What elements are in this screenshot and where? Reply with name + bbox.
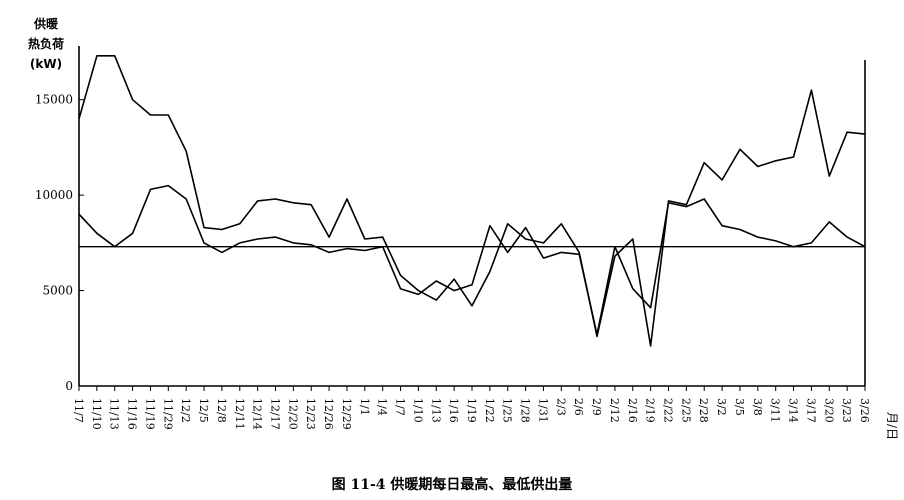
x-tick-label: 12/14: [251, 398, 264, 430]
x-tick-label: 3/20: [822, 398, 835, 423]
x-tick-label: 1/4: [376, 398, 389, 416]
x-tick-label: 2/3: [554, 398, 567, 416]
x-tick-label: 3/23: [840, 398, 853, 423]
y-ticks: 0 5000 10000 15000: [35, 93, 84, 393]
x-tick-label: 2/12: [608, 398, 621, 423]
x-tick-label: 1/10: [411, 398, 424, 423]
x-tick-label: 11/10: [90, 398, 103, 430]
x-tick-label: 3/17: [804, 398, 817, 423]
x-tick-label: 1/22: [483, 398, 496, 423]
x-tick-label: 1/25: [501, 398, 514, 423]
x-tick-label: 1/16: [447, 398, 460, 423]
x-ticks: 11/7 11/10 11/13 11/16 11/19 11/29 12/2 12/5 12/…: [72, 386, 871, 430]
x-tick-label: 1/19: [465, 398, 478, 423]
x-tick-label: 11/7: [72, 398, 85, 423]
x-tick-label: 3/2: [715, 398, 728, 416]
y-tick-label: 10000: [35, 188, 73, 202]
x-tick-label: 12/2: [179, 398, 192, 423]
x-tick-label: 2/6: [572, 398, 585, 416]
x-tick-label: 2/22: [662, 398, 675, 423]
series-group: [78, 54, 866, 347]
x-tick-label: 2/9: [590, 398, 603, 416]
chart-svg: 0 5000 10000 15000 11/7 11/10 11/13 11/16 11/19…: [35, 46, 899, 440]
x-tick-label: 1/31: [536, 398, 549, 423]
x-tick-label: 12/20: [286, 398, 299, 430]
x-tick-label: 11/19: [143, 398, 156, 430]
x-tick-label: 12/11: [233, 398, 246, 430]
x-tick-label: 3/5: [733, 398, 746, 416]
x-tick-label: 11/29: [161, 398, 174, 430]
x-tick-label: 12/5: [197, 398, 210, 423]
y-axis-label-line-1: 供暖: [33, 17, 58, 31]
x-tick-label: 12/8: [215, 398, 228, 423]
x-tick-label: 3/8: [751, 398, 764, 416]
x-tick-label: 2/16: [626, 398, 639, 423]
x-tick-label: 1/1: [358, 398, 371, 416]
x-tick-label: 3/11: [769, 398, 782, 423]
x-tick-label: 2/25: [679, 398, 692, 423]
x-tick-label: 1/28: [519, 398, 532, 423]
x-tick-label: 12/29: [340, 398, 353, 430]
y-tick-label: 5000: [42, 284, 73, 298]
x-tick-label: 2/28: [697, 398, 710, 423]
x-axis-label: 月/日: [885, 412, 899, 440]
x-tick-label: 12/23: [304, 398, 317, 430]
y-tick-label: 15000: [35, 93, 73, 107]
x-tick-label: 12/26: [322, 398, 335, 430]
x-tick-label: 1/7: [394, 398, 407, 416]
x-tick-label: 3/14: [787, 398, 800, 423]
series-line-max: [78, 54, 866, 347]
x-tick-label: 1/13: [429, 398, 442, 423]
x-tick-label: 2/19: [644, 398, 657, 423]
y-axis-label-line-2: 热负荷: [27, 37, 64, 51]
x-tick-label: 3/26: [858, 398, 871, 423]
x-tick-label: 11/13: [108, 398, 121, 430]
axes: [78, 46, 866, 387]
y-axis-label: 供暖 热负荷 (kW): [14, 14, 78, 74]
x-tick-label: 11/16: [126, 398, 139, 430]
y-tick-label: 0: [65, 379, 73, 393]
figure-caption: 图 11-4 供暖期每日最高、最低供出量: [331, 477, 573, 493]
y-axis-label-line-3: (kW): [29, 57, 63, 71]
x-tick-label: 12/17: [269, 398, 282, 430]
series-line-min: [78, 184, 866, 336]
